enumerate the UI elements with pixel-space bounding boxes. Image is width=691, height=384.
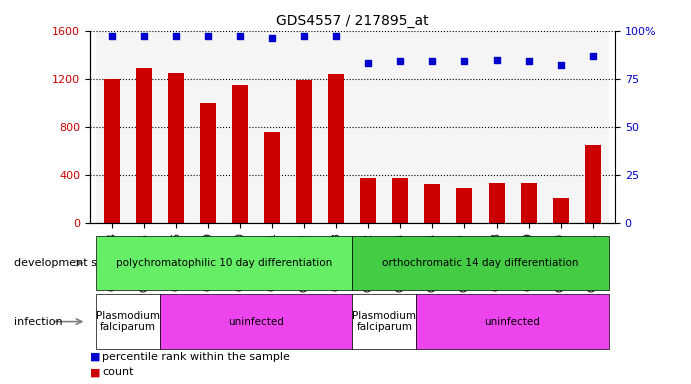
Text: infection: infection <box>14 316 62 327</box>
Bar <box>136 68 152 223</box>
Bar <box>256 31 288 223</box>
Bar <box>296 80 312 223</box>
Bar <box>288 31 321 223</box>
Point <box>395 58 406 65</box>
Bar <box>480 31 513 223</box>
Text: development stage: development stage <box>14 258 122 268</box>
Text: ■: ■ <box>90 352 100 362</box>
Bar <box>104 79 120 223</box>
Text: orthochromatic 14 day differentiation: orthochromatic 14 day differentiation <box>382 258 579 268</box>
Point <box>235 33 246 40</box>
Bar <box>457 188 473 223</box>
Point <box>491 56 502 63</box>
Bar <box>392 178 408 223</box>
Point <box>331 33 342 40</box>
Bar <box>448 31 480 223</box>
Bar <box>232 85 248 223</box>
Text: uninfected: uninfected <box>484 316 540 327</box>
Point <box>171 33 182 40</box>
Bar <box>545 31 576 223</box>
Text: percentile rank within the sample: percentile rank within the sample <box>102 352 290 362</box>
Point <box>427 58 438 65</box>
Bar <box>192 31 225 223</box>
Point <box>106 33 117 40</box>
Bar <box>352 31 384 223</box>
Bar <box>361 178 377 223</box>
Text: polychromatophilic 10 day differentiation: polychromatophilic 10 day differentiatio… <box>116 258 332 268</box>
Bar <box>328 74 344 223</box>
Bar <box>225 31 256 223</box>
Bar <box>585 145 600 223</box>
Bar <box>160 31 192 223</box>
Bar <box>553 197 569 223</box>
Bar <box>489 183 504 223</box>
Point <box>363 60 374 66</box>
Text: Plasmodium
falciparum: Plasmodium falciparum <box>96 311 160 333</box>
Text: uninfected: uninfected <box>229 316 284 327</box>
Point <box>299 33 310 40</box>
Text: Plasmodium
falciparum: Plasmodium falciparum <box>352 311 417 333</box>
Bar <box>129 31 160 223</box>
Bar <box>424 184 440 223</box>
Bar <box>417 31 448 223</box>
Point <box>267 35 278 41</box>
Bar <box>513 31 545 223</box>
Title: GDS4557 / 217895_at: GDS4557 / 217895_at <box>276 14 428 28</box>
Bar <box>321 31 352 223</box>
Point <box>523 58 534 65</box>
Bar <box>200 103 216 223</box>
Bar <box>520 183 536 223</box>
Point <box>555 62 566 68</box>
Bar <box>576 31 609 223</box>
Bar <box>169 73 184 223</box>
Point <box>459 58 470 65</box>
Point <box>139 33 150 40</box>
Bar <box>384 31 417 223</box>
Point <box>202 33 214 40</box>
Bar <box>96 31 129 223</box>
Bar <box>265 131 281 223</box>
Point <box>587 53 598 59</box>
Text: count: count <box>102 367 134 377</box>
Text: ■: ■ <box>90 367 100 377</box>
